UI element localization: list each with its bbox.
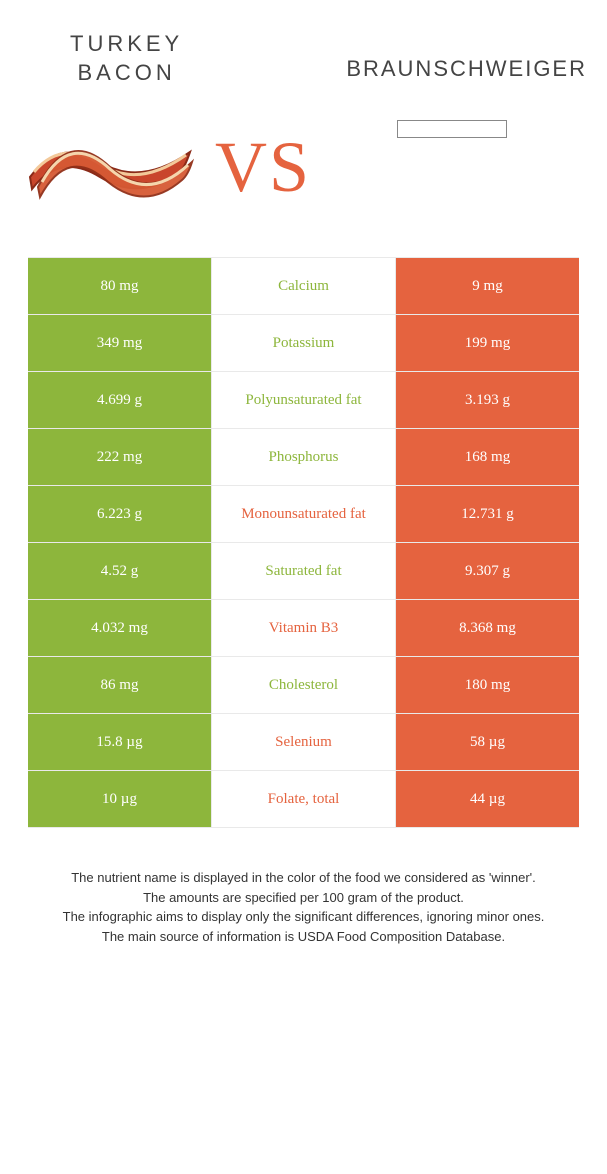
- value-right: 8.368 mg: [395, 600, 579, 656]
- value-left: 222 mg: [28, 429, 211, 485]
- value-right: 9.307 g: [395, 543, 579, 599]
- nutrient-label: Potassium: [211, 315, 395, 371]
- value-right: 44 µg: [395, 771, 579, 827]
- footer-line: The main source of information is USDA F…: [20, 927, 587, 947]
- header: TURKEY BACON BRAUNSCHWEIGER: [0, 0, 607, 97]
- nutrient-label: Polyunsaturated fat: [211, 372, 395, 428]
- value-left: 86 mg: [28, 657, 211, 713]
- value-right: 168 mg: [395, 429, 579, 485]
- table-row: 4.032 mgVitamin B38.368 mg: [28, 600, 579, 657]
- nutrient-label: Saturated fat: [211, 543, 395, 599]
- table-row: 15.8 µgSelenium58 µg: [28, 714, 579, 771]
- table-row: 86 mgCholesterol180 mg: [28, 657, 579, 714]
- nutrient-label: Monounsaturated fat: [211, 486, 395, 542]
- table-row: 4.699 gPolyunsaturated fat3.193 g: [28, 372, 579, 429]
- value-left: 15.8 µg: [28, 714, 211, 770]
- food-title-left: TURKEY BACON: [70, 30, 183, 87]
- table-row: 80 mgCalcium9 mg: [28, 258, 579, 315]
- nutrient-label: Vitamin B3: [211, 600, 395, 656]
- value-left: 349 mg: [28, 315, 211, 371]
- footer-line: The amounts are specified per 100 gram o…: [20, 888, 587, 908]
- vs-label: VS: [215, 126, 311, 209]
- value-left: 4.52 g: [28, 543, 211, 599]
- value-right: 12.731 g: [395, 486, 579, 542]
- nutrient-label: Selenium: [211, 714, 395, 770]
- table-row: 10 µgFolate, total44 µg: [28, 771, 579, 828]
- value-right: 199 mg: [395, 315, 579, 371]
- value-right: 9 mg: [395, 258, 579, 314]
- value-right: 180 mg: [395, 657, 579, 713]
- value-left: 6.223 g: [28, 486, 211, 542]
- image-placeholder-right: [397, 120, 507, 138]
- footer-line: The nutrient name is displayed in the co…: [20, 868, 587, 888]
- table-row: 222 mgPhosphorus168 mg: [28, 429, 579, 486]
- nutrient-label: Phosphorus: [211, 429, 395, 485]
- value-right: 3.193 g: [395, 372, 579, 428]
- comparison-table: 80 mgCalcium9 mg349 mgPotassium199 mg4.6…: [28, 257, 579, 828]
- value-left: 4.699 g: [28, 372, 211, 428]
- table-row: 4.52 gSaturated fat9.307 g: [28, 543, 579, 600]
- food-title-right: BRAUNSCHWEIGER: [346, 55, 587, 84]
- table-row: 6.223 gMonounsaturated fat12.731 g: [28, 486, 579, 543]
- nutrient-label: Cholesterol: [211, 657, 395, 713]
- bacon-image: [20, 107, 200, 227]
- nutrient-label: Calcium: [211, 258, 395, 314]
- value-right: 58 µg: [395, 714, 579, 770]
- bacon-icon: [20, 117, 200, 217]
- value-left: 10 µg: [28, 771, 211, 827]
- table-row: 349 mgPotassium199 mg: [28, 315, 579, 372]
- nutrient-label: Folate, total: [211, 771, 395, 827]
- value-left: 80 mg: [28, 258, 211, 314]
- footer-notes: The nutrient name is displayed in the co…: [20, 868, 587, 946]
- footer-line: The infographic aims to display only the…: [20, 907, 587, 927]
- vs-row: VS: [0, 97, 607, 257]
- value-left: 4.032 mg: [28, 600, 211, 656]
